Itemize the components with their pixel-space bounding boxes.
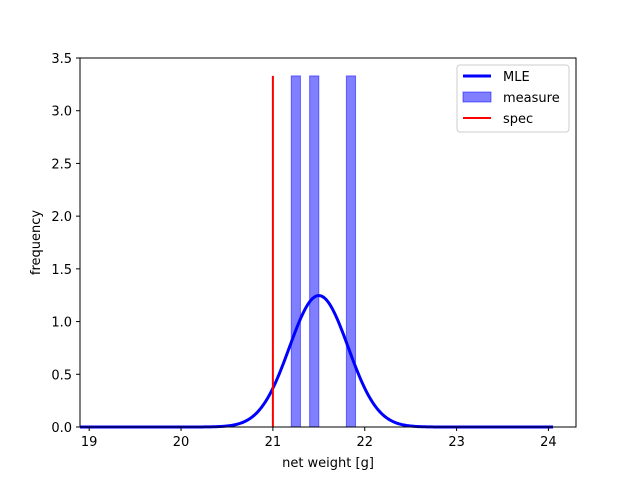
y-tick-label: 0.5 xyxy=(51,368,72,383)
legend-entry-3: spec xyxy=(503,112,533,127)
histogram-bar-3 xyxy=(345,75,357,428)
histogram-bar-2 xyxy=(309,75,320,428)
histogram-bar-1 xyxy=(290,75,301,428)
plot-frame xyxy=(79,57,577,428)
legend-entry-1: MLE xyxy=(503,70,530,85)
x-tick-label: 24 xyxy=(540,435,557,450)
legend-entry-2: measure xyxy=(503,91,560,106)
legend-box xyxy=(456,64,570,133)
y-tick-label: 0.0 xyxy=(51,421,72,436)
y-axis-label: frequency xyxy=(29,210,44,276)
x-axis-ticks: 19 20 21 22 23 24 xyxy=(81,427,557,450)
y-tick-label: 2.0 xyxy=(51,210,72,225)
x-axis-label: net weight [g] xyxy=(282,456,374,471)
y-tick-label: 3.0 xyxy=(51,105,72,120)
x-tick-label: 20 xyxy=(173,435,190,450)
x-tick-label: 23 xyxy=(448,435,465,450)
x-tick-label: 22 xyxy=(356,435,373,450)
legend: MLE measure spec xyxy=(456,64,570,133)
y-tick-label: 2.5 xyxy=(51,157,72,172)
x-tick-label: 19 xyxy=(81,435,98,450)
y-tick-label: 3.5 xyxy=(51,52,72,67)
y-tick-label: 1.5 xyxy=(51,263,72,278)
y-tick-label: 1.0 xyxy=(51,316,72,331)
y-axis-ticks: 0.0 0.5 1.0 1.5 2.0 2.5 3.0 3.5 xyxy=(51,52,80,436)
legend-swatch-2 xyxy=(462,91,492,103)
x-tick-label: 21 xyxy=(265,435,282,450)
